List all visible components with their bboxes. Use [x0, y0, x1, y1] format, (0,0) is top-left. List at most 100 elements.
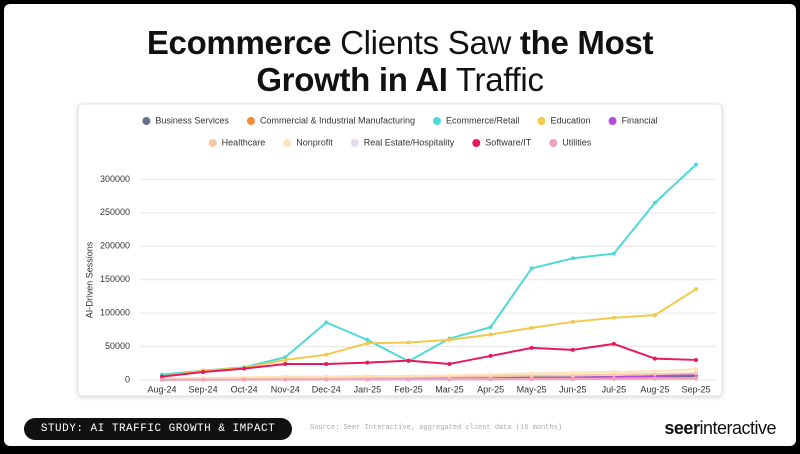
x-tick-label: Oct-24 — [231, 384, 258, 394]
data-point — [365, 360, 370, 365]
data-point — [283, 357, 288, 362]
x-tick-label: Mar-25 — [435, 384, 464, 394]
data-point — [694, 371, 698, 376]
x-tick-label: Aug-24 — [147, 384, 176, 394]
data-point — [488, 353, 493, 358]
data-point — [694, 367, 698, 372]
data-point — [447, 361, 452, 366]
data-point — [488, 372, 493, 377]
y-tick-label: 50000 — [105, 341, 130, 351]
legend-swatch — [283, 139, 292, 147]
legend-label: Financial — [622, 115, 658, 125]
data-point — [652, 376, 657, 381]
data-point — [324, 374, 329, 379]
data-point — [447, 337, 452, 342]
data-point — [324, 377, 329, 382]
legend-swatch — [549, 139, 558, 147]
data-point — [283, 377, 288, 382]
chart-card — [77, 103, 723, 397]
legend-swatch — [142, 117, 151, 125]
data-point — [201, 369, 206, 374]
data-point — [447, 377, 452, 382]
logo-bold: seer — [664, 418, 700, 438]
y-tick-label: 300000 — [100, 174, 130, 184]
data-point — [611, 369, 616, 374]
data-point — [529, 266, 534, 271]
data-point — [406, 377, 411, 382]
data-point — [488, 325, 493, 330]
data-point — [324, 361, 329, 366]
data-point — [160, 374, 164, 379]
legend-label: Healthcare — [222, 137, 266, 147]
y-tick-label: 150000 — [100, 274, 130, 284]
legend-row: Business Services Commercial & Industrial… — [142, 115, 658, 125]
data-point — [324, 352, 329, 357]
data-point — [694, 162, 698, 167]
data-point — [611, 251, 616, 256]
data-point — [242, 366, 247, 371]
legend-swatch — [350, 139, 359, 147]
title-part: the Most — [519, 24, 654, 61]
slide: Ecommerce Clients Saw the Most Growth in … — [4, 4, 796, 446]
x-tick-label: Dec-24 — [312, 384, 341, 394]
data-point — [529, 345, 534, 350]
data-point — [365, 337, 370, 342]
data-point — [611, 341, 616, 346]
legend-label: Business Services — [155, 115, 229, 125]
data-point — [447, 373, 452, 378]
series-line — [161, 368, 697, 380]
data-point — [652, 200, 657, 205]
x-tick-label: Feb-25 — [394, 384, 423, 394]
legend-label: Education — [551, 115, 591, 125]
data-point — [570, 347, 575, 352]
data-point — [652, 313, 657, 318]
legend-label: Commercial & Industrial Manufacturing — [260, 115, 415, 125]
data-point — [611, 376, 616, 381]
title-part: Growth in AI — [256, 61, 448, 98]
chart: AI-Driven Sessions 0 50000 100000 150000 200… — [77, 103, 723, 397]
title-part: Clients Saw — [331, 24, 520, 61]
y-axis-label: AI-Driven Sessions — [84, 241, 94, 318]
y-tick-label: 200000 — [100, 241, 130, 251]
data-point — [365, 341, 370, 346]
data-point — [570, 319, 575, 324]
x-tick-label: Jan-25 — [354, 384, 382, 394]
source-note: Source: Seer Interactive, aggregated cli… — [310, 424, 563, 432]
y-tick-label: 250000 — [100, 207, 130, 217]
data-point — [488, 332, 493, 337]
legend-label: Utilities — [562, 137, 592, 147]
data-point — [201, 377, 206, 382]
slide-title: Ecommerce Clients Saw the Most Growth in … — [4, 24, 796, 98]
x-tick-label: Apr-25 — [477, 384, 504, 394]
title-part: Traffic — [447, 61, 544, 98]
series-line — [161, 377, 697, 381]
legend-label: Real Estate/Hospitality — [364, 137, 455, 147]
data-point — [242, 377, 247, 382]
y-tick-label: 0 — [125, 374, 130, 384]
data-point — [406, 340, 411, 345]
legend-row: Healthcare Nonprofit Real Estate/Hospitali… — [208, 137, 592, 147]
x-tick-label: Jul-25 — [602, 384, 627, 394]
series-line — [161, 372, 697, 381]
data-point — [529, 377, 534, 382]
data-point — [652, 369, 657, 374]
data-point — [611, 315, 616, 320]
data-point — [406, 373, 411, 378]
x-tick-label: Sep-24 — [189, 384, 218, 394]
data-point — [570, 370, 575, 375]
legend-label: Nonprofit — [296, 137, 333, 147]
y-tick-label: 100000 — [100, 308, 130, 318]
legend-swatch — [608, 117, 617, 125]
x-tick-label: Jun-25 — [559, 384, 587, 394]
legend-swatch — [433, 117, 441, 125]
legend-swatch — [246, 117, 255, 125]
title-part: Ecommerce — [146, 24, 332, 61]
data-point — [160, 377, 164, 382]
data-point — [406, 358, 411, 363]
legend-swatch — [472, 139, 481, 147]
data-point — [283, 374, 288, 379]
legend-swatch — [537, 117, 546, 125]
logo: seerinteractive — [664, 418, 776, 439]
data-point — [529, 325, 534, 330]
data-point — [529, 371, 534, 376]
